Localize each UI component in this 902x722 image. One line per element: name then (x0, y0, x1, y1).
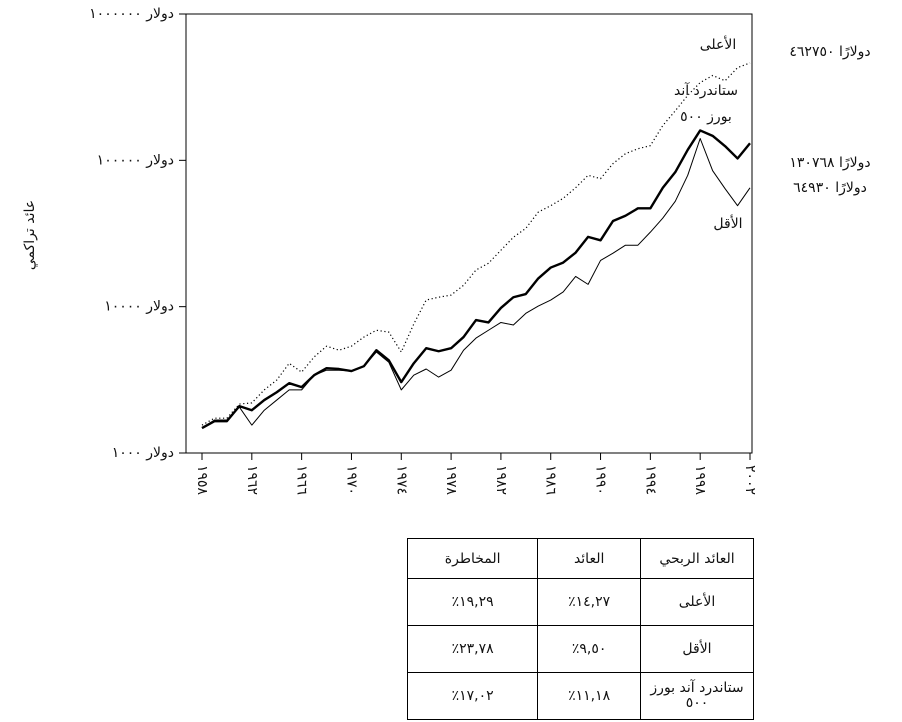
series-label: ستاندرد آند بورز ٥٠٠ (673, 83, 739, 125)
table-header: العائد الربحي العائد المخاطرة (406, 538, 754, 579)
cell: ٪٩,٥٠ (537, 625, 641, 673)
series-line (201, 62, 751, 426)
value-label: دولارًا ٦٤٩٣٠ (793, 180, 867, 196)
y-tick-label: دولار ١٠٠٠٠ (104, 299, 174, 315)
x-tick-label: ١٩٩٤ (642, 465, 658, 495)
row-label: الأقل (640, 625, 754, 673)
x-tick-label: ١٩٧٠ (343, 465, 359, 495)
x-tick-label: ١٩٦٦ (294, 465, 310, 495)
cell: ٪١٩,٢٩ (406, 578, 539, 626)
stats-table: العائد الربحي العائد المخاطرة الأعلى ٪١٤… (406, 538, 754, 720)
row-label: الأعلى (640, 578, 754, 626)
chart: عائد تراكمي دولار ١٠٠٠ دولار ١٠٠٠٠ دولار ١… (22, 6, 871, 496)
header-cell: العائد (537, 538, 641, 579)
table-row: ستاندرد آند بورز ٥٠٠ ٪١١,١٨ ٪١٧,٠٢ (406, 672, 754, 720)
header-cell: العائد الربحي (640, 538, 754, 579)
cell: ٪١١,١٨ (537, 672, 641, 720)
x-tick-label: ١٩٩٨ (692, 465, 708, 496)
series-line (201, 129, 751, 430)
plot-frame (185, 13, 753, 454)
series-line (201, 138, 751, 429)
x-tick-label: ١٩٨٢ (493, 465, 509, 495)
series-label: الأعلى (700, 35, 737, 53)
table-row: الأقل ٪٩,٥٠ ٪٢٣,٧٨ (406, 625, 754, 673)
value-label: دولارًا ٤٦٢٧٥٠ (789, 44, 870, 60)
cell: ٪١٤,٢٧ (537, 578, 641, 626)
cell: ٪١٧,٠٢ (406, 672, 539, 720)
cell: ٪٢٣,٧٨ (406, 625, 539, 673)
table-row: الأعلى ٪١٤,٢٧ ٪١٩,٢٩ (406, 578, 754, 626)
x-tick-label: ١٩٦٢ (244, 465, 260, 495)
x-tick-label: ١٩٥٨ (194, 465, 210, 496)
x-tick-label: ١٩٧٨ (443, 465, 459, 496)
x-tick-label: ١٩٧٤ (393, 465, 409, 495)
header-cell: المخاطرة (406, 538, 539, 579)
x-tick-label: ١٩٨٦ (543, 465, 559, 495)
row-label: ستاندرد آند بورز ٥٠٠ (640, 672, 754, 720)
value-label: دولارًا ١٣٠٧٦٨ (789, 155, 870, 171)
y-tick-label: دولار ١٠٠٠٠٠٠ (89, 6, 174, 22)
x-tick-label: ٢٠٠٢ (742, 465, 758, 495)
x-tick-label: ١٩٩٠ (593, 465, 609, 495)
series-label-box: ستاندرد آند بورز ٥٠٠ (673, 83, 739, 125)
y-tick-label: دولار ١٠٠٠٠٠ (97, 152, 174, 168)
y-axis-label: عائد تراكمي (22, 200, 38, 270)
y-tick-label: دولار ١٠٠٠ (112, 445, 174, 461)
series-label: الأقل (713, 214, 742, 232)
